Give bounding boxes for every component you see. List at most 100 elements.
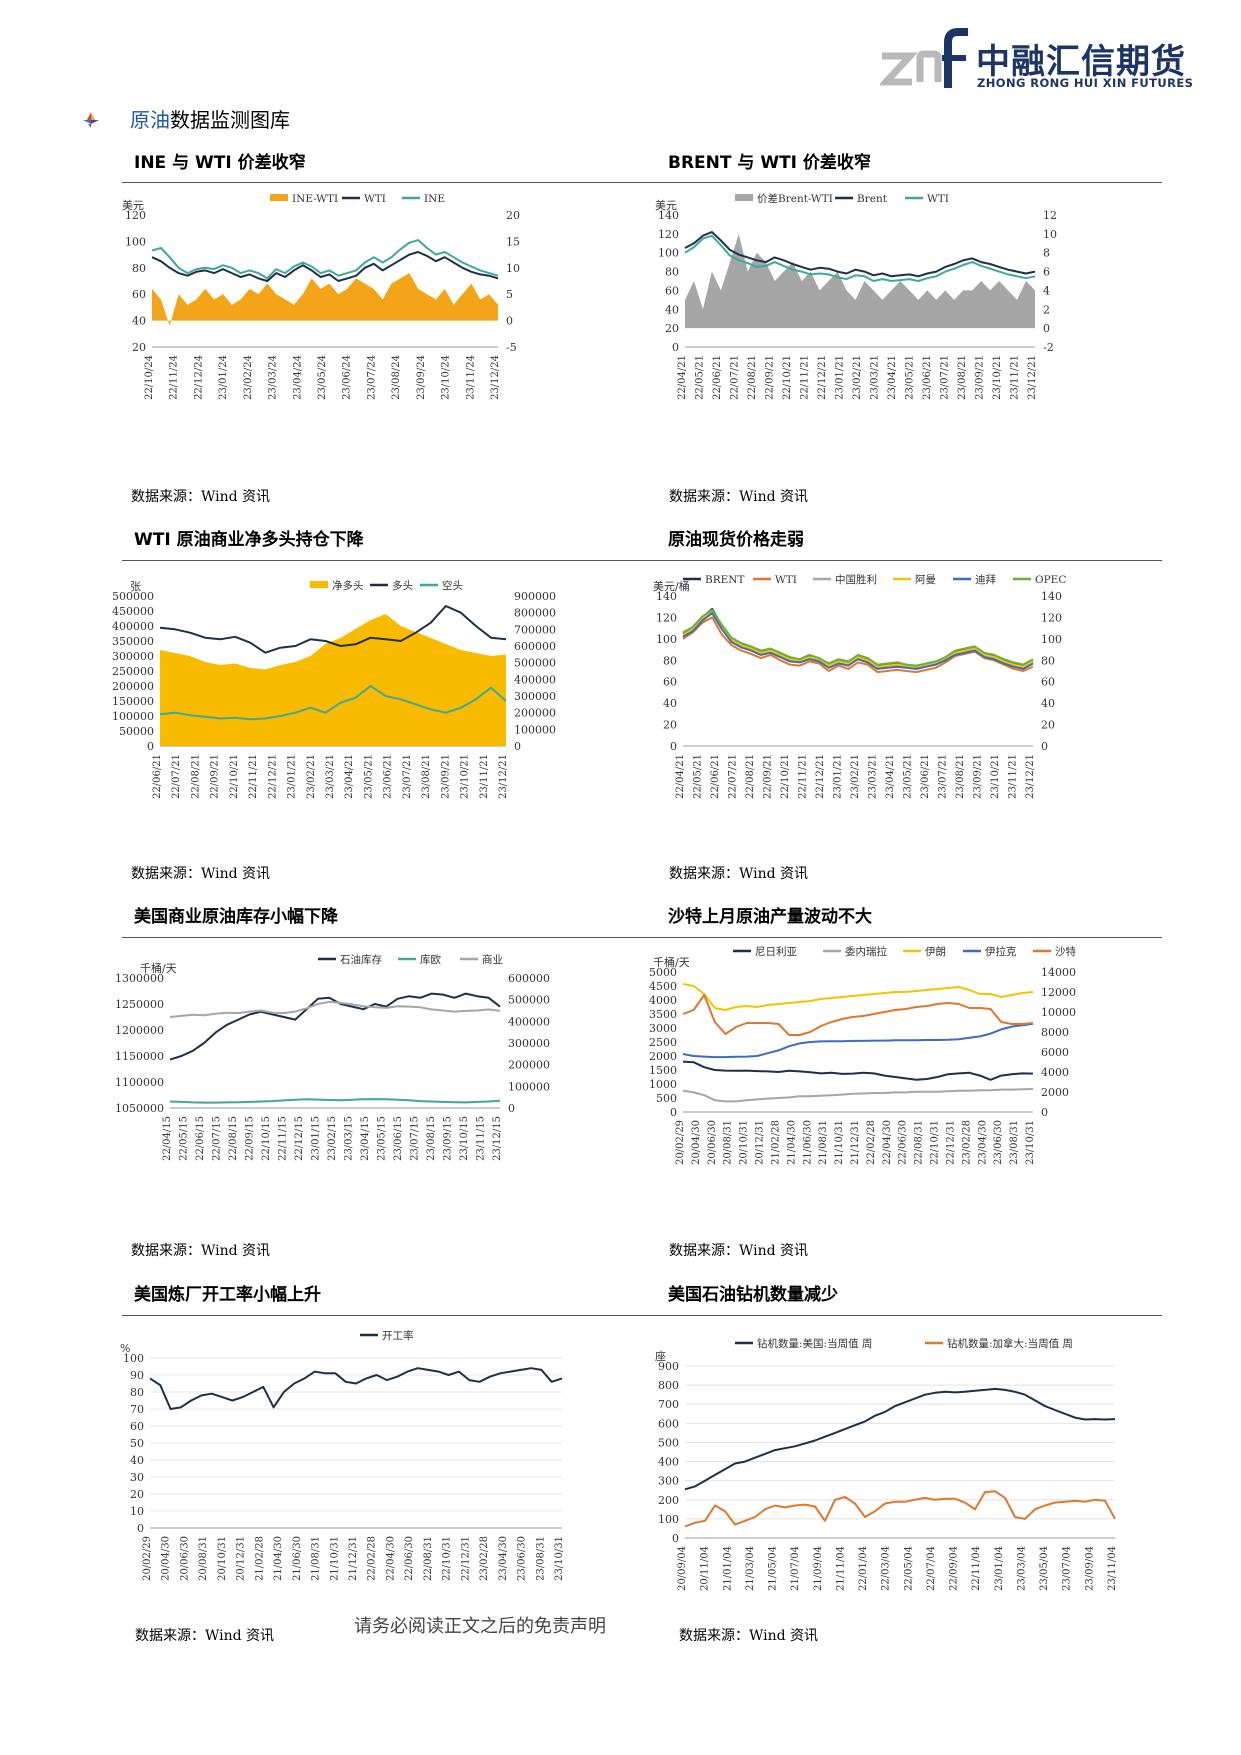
x-tick-label: 23/10/21	[990, 754, 1001, 799]
series-line-1	[151, 251, 499, 282]
y2-tick-label: 300000	[508, 1037, 550, 1050]
y-tick-label: 0	[147, 740, 154, 753]
series-area-0	[152, 273, 498, 326]
x-tick-label: 22/06/21	[152, 754, 163, 799]
x-tick-label: 22/04/21	[677, 355, 688, 400]
y2-tick-label: 6	[1043, 266, 1050, 279]
chart-us-crude-inventory: 千桶/天 1050000 1100000 1150000 1200000 1250000 1…	[115, 950, 600, 1225]
y-tick-label: 80	[663, 654, 677, 667]
x-tick-label: 23/04/21	[344, 754, 355, 799]
x-tick-label: 23/07/21	[402, 754, 413, 799]
x-tick-label: 21/08/31	[818, 1120, 829, 1165]
source-note: 数据来源：Wind 资讯	[135, 1628, 275, 1644]
chart-oil-rig-count: 座 0 100 200 300 400 500 600 700 800 900 20/09/04 20/…	[655, 1328, 1135, 1618]
x-tick-label: 21/11/04	[835, 1546, 846, 1591]
x-tick-label: 22/08/21	[745, 754, 756, 799]
y2-tick-label: 2000	[1041, 1086, 1069, 1099]
company-name-en: ZHONG RONG HUI XIN FUTURES	[977, 76, 1194, 90]
y-tick-label: 100	[123, 1352, 144, 1365]
x-tick-label: 21/04/30	[273, 1536, 284, 1581]
x-tick-label: 22/05/21	[695, 355, 706, 400]
axis-unit-label: 美元/桶	[653, 579, 690, 593]
x-tick-label: 22/12/31	[460, 1536, 471, 1581]
y-tick-label: 0	[670, 740, 677, 753]
y-tick-label: 140	[656, 590, 677, 603]
legend-label: Brent	[857, 193, 888, 205]
y-tick-label: 450000	[112, 605, 154, 618]
y-tick-label: 20	[130, 1488, 144, 1501]
y2-tick-label: 100000	[514, 723, 556, 736]
x-tick-label: 22/12/24	[193, 355, 204, 400]
x-tick-label: 22/10/21	[780, 754, 791, 799]
x-tick-label: 23/06/30	[993, 1120, 1004, 1165]
x-tick-label: 20/02/29	[675, 1120, 686, 1165]
y-tick-label: 300	[658, 1475, 679, 1488]
x-tick-label: 22/04/21	[675, 754, 686, 799]
x-tick-label: 22/03/04	[881, 1546, 892, 1591]
panel-caption: 美国石油钻机数量减少	[668, 1285, 838, 1305]
x-tick-label: 23/06/15	[393, 1116, 404, 1161]
x-tick-label: 22/08/31	[423, 1536, 434, 1581]
y2-tick-label: 400000	[514, 673, 556, 686]
x-tick-label: 22/10/21	[229, 754, 240, 799]
y-tick-label: 140	[658, 209, 679, 222]
y-tick-label: 30	[130, 1471, 144, 1484]
y2-tick-label: 900000	[514, 590, 556, 603]
section-title: 原油数据监测图库	[130, 104, 290, 133]
series-line-1	[684, 1490, 1116, 1528]
y-tick-label: 3500	[649, 1008, 677, 1021]
series-line-2	[169, 1000, 501, 1018]
series-line-1	[159, 605, 507, 654]
x-tick-label: 23/03/21	[870, 355, 881, 400]
x-tick-label: 23/08/31	[1009, 1120, 1020, 1165]
x-tick-label: 23/06/21	[922, 355, 933, 400]
y2-tick-label: -2	[1043, 341, 1054, 354]
source-note: 数据来源：Wind 资讯	[669, 1243, 809, 1259]
x-tick-label: 20/04/30	[161, 1536, 172, 1581]
axis-unit-label: %	[120, 1342, 130, 1355]
x-tick-label: 22/04/15	[162, 1116, 173, 1161]
x-tick-label: 23/08/21	[957, 355, 968, 400]
y2-tick-label: 0	[1041, 1106, 1048, 1119]
y2-tick-label: 8000	[1041, 1026, 1069, 1039]
legend-label: 商业	[482, 953, 503, 966]
legend-label: 沙特	[1055, 946, 1077, 958]
chart-opec-production: 千桶/天 0 500 1000 1500 2000 2500 3000 3500 4000 4500…	[649, 945, 1125, 1225]
legend-label: 开工率	[382, 1329, 414, 1342]
x-tick-label: 22/05/04	[903, 1546, 914, 1591]
panel-caption: 原油现货价格走弱	[668, 530, 804, 550]
x-tick-label: 23/01/04	[994, 1546, 1005, 1591]
series-area-0	[160, 614, 506, 746]
x-tick-label: 23/07/04	[1062, 1546, 1073, 1591]
x-tick-label: 22/10/31	[930, 1120, 941, 1165]
axis-unit-label: 张	[130, 580, 141, 593]
x-tick-label: 23/03/15	[344, 1116, 355, 1161]
x-tick-label: 23/07/21	[940, 355, 951, 400]
x-tick-label: 23/02/21	[850, 754, 861, 799]
x-tick-label: 23/01/21	[835, 355, 846, 400]
x-tick-label: 23/10/31	[554, 1536, 565, 1581]
y-tick-label: 400	[658, 1456, 679, 1469]
x-tick-label: 23/12/21	[1027, 355, 1038, 400]
y-tick-label: 1500	[649, 1064, 677, 1077]
y-tick-label: 2500	[649, 1036, 677, 1049]
company-logo: 中融汇信期货 ZHONG RONG HUI XIN FUTURES	[880, 28, 1193, 98]
y2-tick-label: 0	[508, 1102, 515, 1115]
legend-label: 净多头	[332, 579, 364, 592]
x-tick-label: 20/02/29	[142, 1536, 153, 1581]
y-tick-label: 1300000	[115, 972, 164, 985]
source-note: 数据来源：Wind 资讯	[669, 866, 809, 882]
x-tick-label: 21/10/31	[329, 1536, 340, 1581]
x-tick-label: 23/11/15	[476, 1116, 487, 1161]
x-tick-label: 22/08/15	[228, 1116, 239, 1161]
chart-ine-wti-spread: 美元 20 40 60 80 100 120 -5 0 5 10 15 20 22/10/24 22/11/…	[120, 193, 600, 475]
y2-tick-label: 600000	[514, 640, 556, 653]
chart-wti-net-long: 张 0 50000 100000 150000 200000 250000 300000 350…	[112, 572, 600, 847]
y-tick-label: 120	[656, 611, 677, 624]
series-line-4	[682, 994, 1034, 1036]
x-tick-label: 23/11/24	[465, 355, 476, 400]
x-tick-label: 23/10/21	[460, 754, 471, 799]
legend-swatch	[270, 194, 288, 201]
legend-label: OPEC	[1035, 574, 1066, 586]
x-tick-label: 20/06/30	[179, 1536, 190, 1581]
